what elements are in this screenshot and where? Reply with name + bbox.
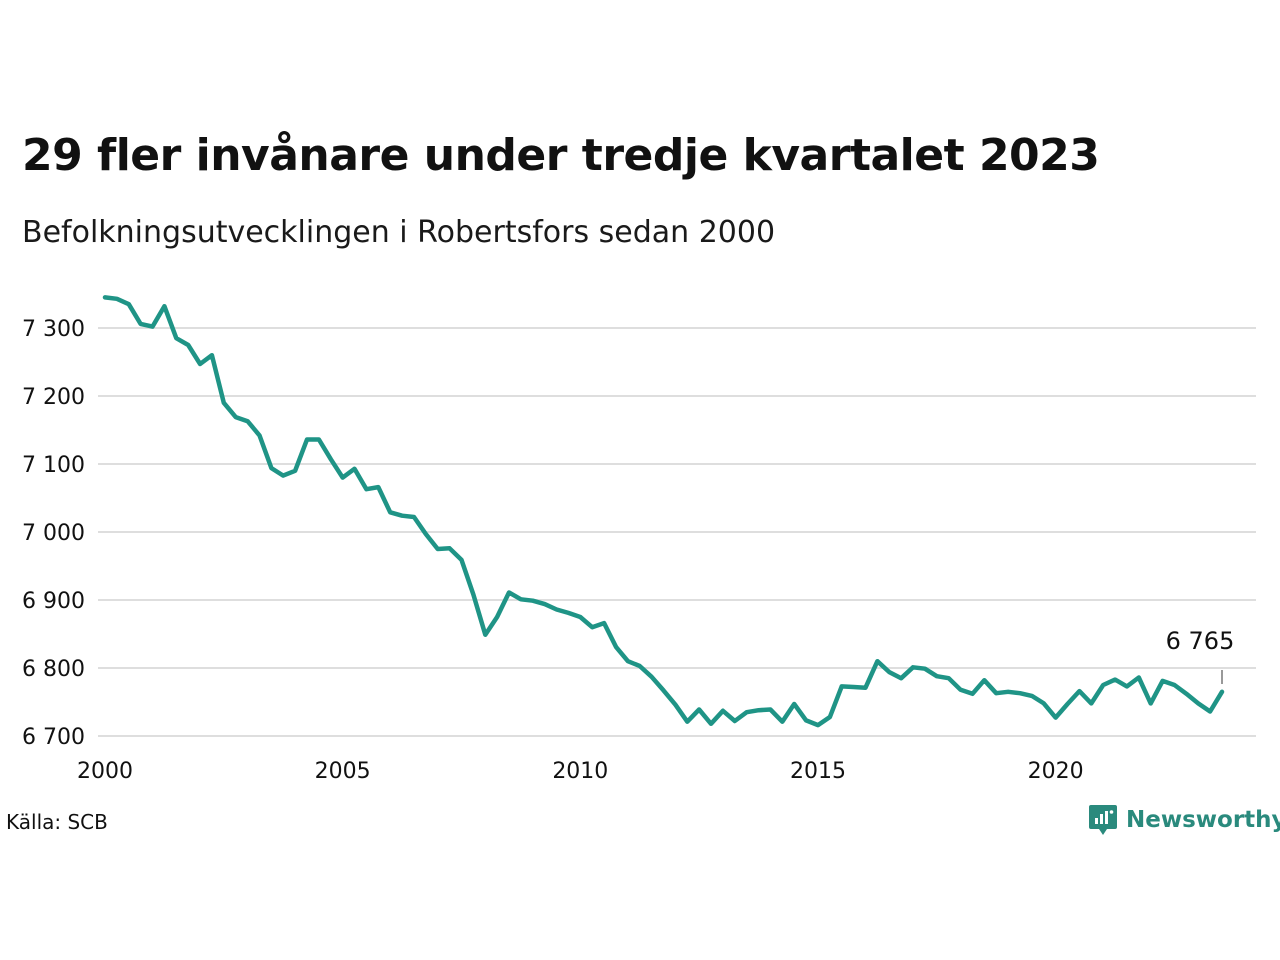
y-axis-tick-labels: 7 300 7 200 7 100 7 000 6 900 6 800 6 700 (22, 317, 85, 750)
x-tick-label: 2020 (1028, 759, 1084, 784)
brand-logo: Newsworthy (1088, 803, 1280, 837)
source-note: Källa: SCB (6, 810, 108, 834)
y-tick-label: 6 900 (22, 589, 85, 614)
x-axis-tick-labels: 2000 2005 2010 2015 2020 (77, 759, 1084, 784)
x-tick-label: 2005 (315, 759, 371, 784)
y-tick-label: 6 700 (22, 725, 85, 750)
y-tick-label: 7 200 (22, 385, 85, 410)
y-tick-label: 6 800 (22, 657, 85, 682)
grid-lines (98, 327, 1256, 737)
brand-name: Newsworthy (1126, 807, 1280, 833)
x-tick-label: 2015 (790, 759, 846, 784)
y-tick-label: 7 000 (22, 521, 85, 546)
chart-subtitle: Befolkningsutvecklingen i Robertsfors se… (22, 215, 776, 250)
population-series-line (102, 295, 1225, 728)
x-tick-label: 2010 (552, 759, 608, 784)
newsworthy-logo-icon (1089, 805, 1117, 835)
y-tick-label: 7 100 (22, 453, 85, 478)
y-tick-label: 7 300 (22, 317, 85, 342)
x-tick-label: 2000 (77, 759, 133, 784)
chart-title: 29 fler invånare under tredje kvartalet … (22, 130, 1100, 181)
last-value-label: 6 765 (1166, 627, 1235, 655)
